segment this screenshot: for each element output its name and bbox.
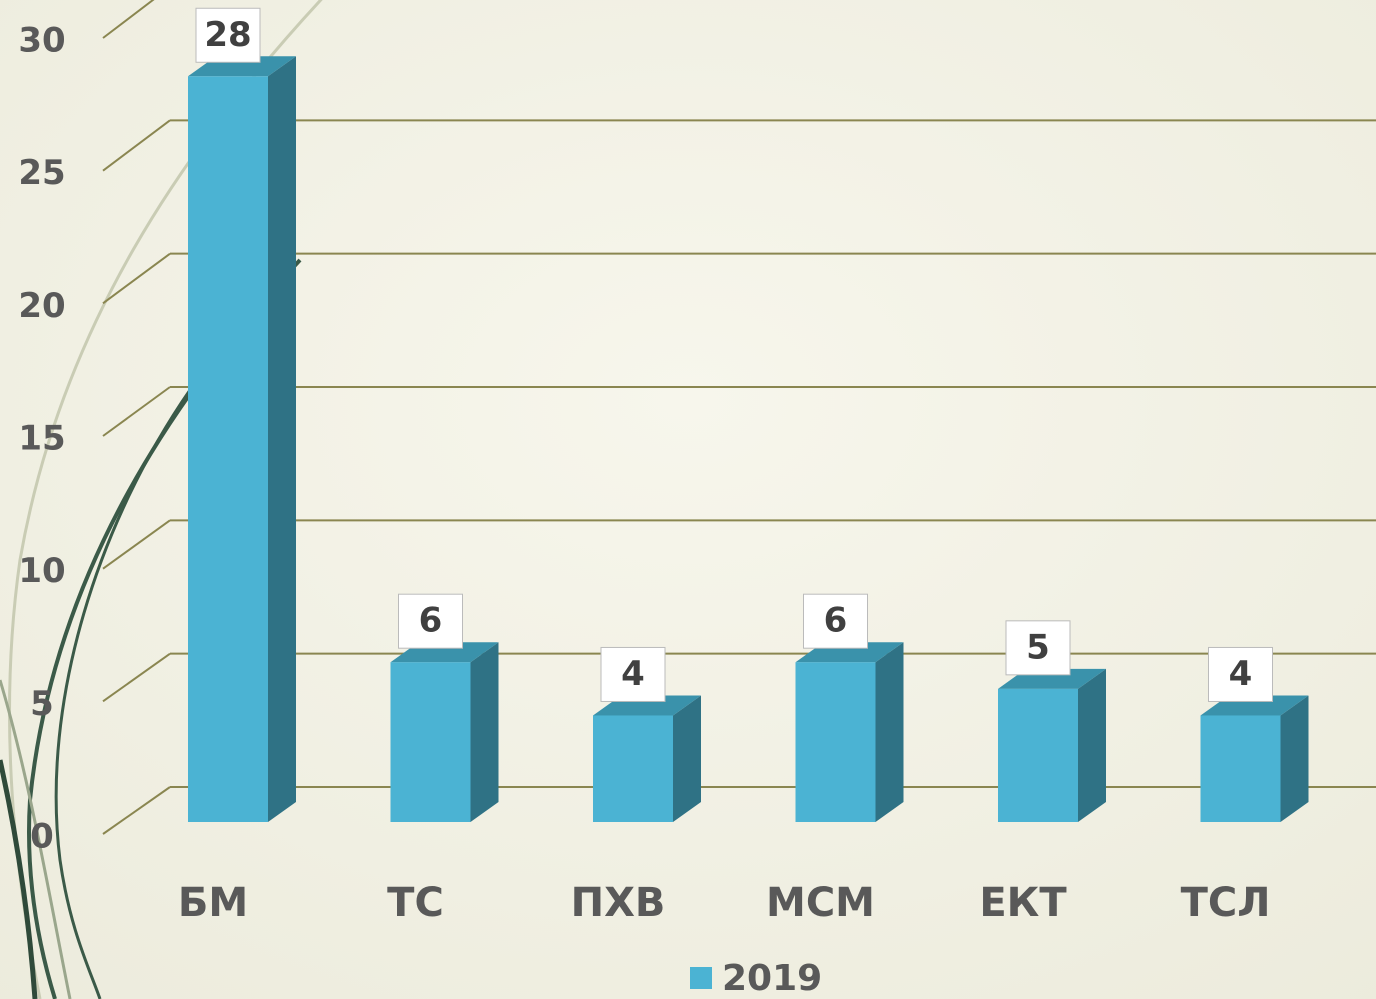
grid-line bbox=[102, 652, 171, 703]
y-tick-label: 10 bbox=[18, 551, 65, 591]
x-tick-label: МСМ bbox=[766, 880, 875, 926]
y-tick-label: 25 bbox=[18, 153, 65, 193]
bar-side bbox=[1078, 668, 1106, 822]
y-tick-label: 15 bbox=[18, 419, 65, 459]
bar bbox=[593, 715, 673, 822]
y-tick-label: 0 bbox=[30, 817, 54, 857]
bar-side bbox=[470, 642, 499, 822]
value-label: 28 bbox=[204, 15, 251, 55]
bar bbox=[998, 688, 1078, 822]
bar-side bbox=[875, 642, 904, 822]
y-tick-label: 20 bbox=[18, 286, 65, 326]
grid-line bbox=[102, 252, 171, 305]
value-label: 6 bbox=[824, 601, 848, 641]
grid-line bbox=[102, 386, 171, 437]
value-label: 6 bbox=[419, 601, 443, 641]
value-label-box bbox=[195, 7, 261, 63]
x-tick-label: ЕКТ bbox=[979, 880, 1067, 926]
y-tick-label: 30 bbox=[18, 21, 65, 61]
x-tick-label: ПХВ bbox=[571, 880, 666, 926]
x-tick-label: ТСЛ bbox=[1181, 880, 1271, 926]
bar-side bbox=[673, 695, 701, 822]
y-tick-label: 5 bbox=[30, 684, 54, 724]
bar-side bbox=[1280, 695, 1309, 822]
value-label-box bbox=[1208, 646, 1273, 702]
value-label-box bbox=[1005, 620, 1071, 676]
value-label: 5 bbox=[1026, 627, 1050, 667]
x-tick-label: ТС bbox=[387, 880, 444, 926]
value-label-box bbox=[600, 646, 666, 702]
bar bbox=[390, 662, 471, 822]
grid-line bbox=[102, 119, 171, 172]
bar bbox=[795, 662, 876, 822]
value-label-box bbox=[803, 593, 868, 649]
value-label-box bbox=[398, 593, 463, 649]
bar bbox=[188, 76, 268, 823]
x-tick-label: БМ bbox=[178, 880, 248, 926]
grid-line bbox=[102, 519, 171, 570]
legend-swatch bbox=[690, 967, 712, 989]
grid-line bbox=[102, 786, 171, 835]
value-label: 4 bbox=[621, 654, 645, 694]
bar-side bbox=[268, 56, 296, 823]
bar bbox=[1200, 715, 1281, 822]
grid-line bbox=[102, 0, 155, 39]
legend-label: 2019 bbox=[722, 958, 822, 999]
value-label: 4 bbox=[1229, 654, 1253, 694]
